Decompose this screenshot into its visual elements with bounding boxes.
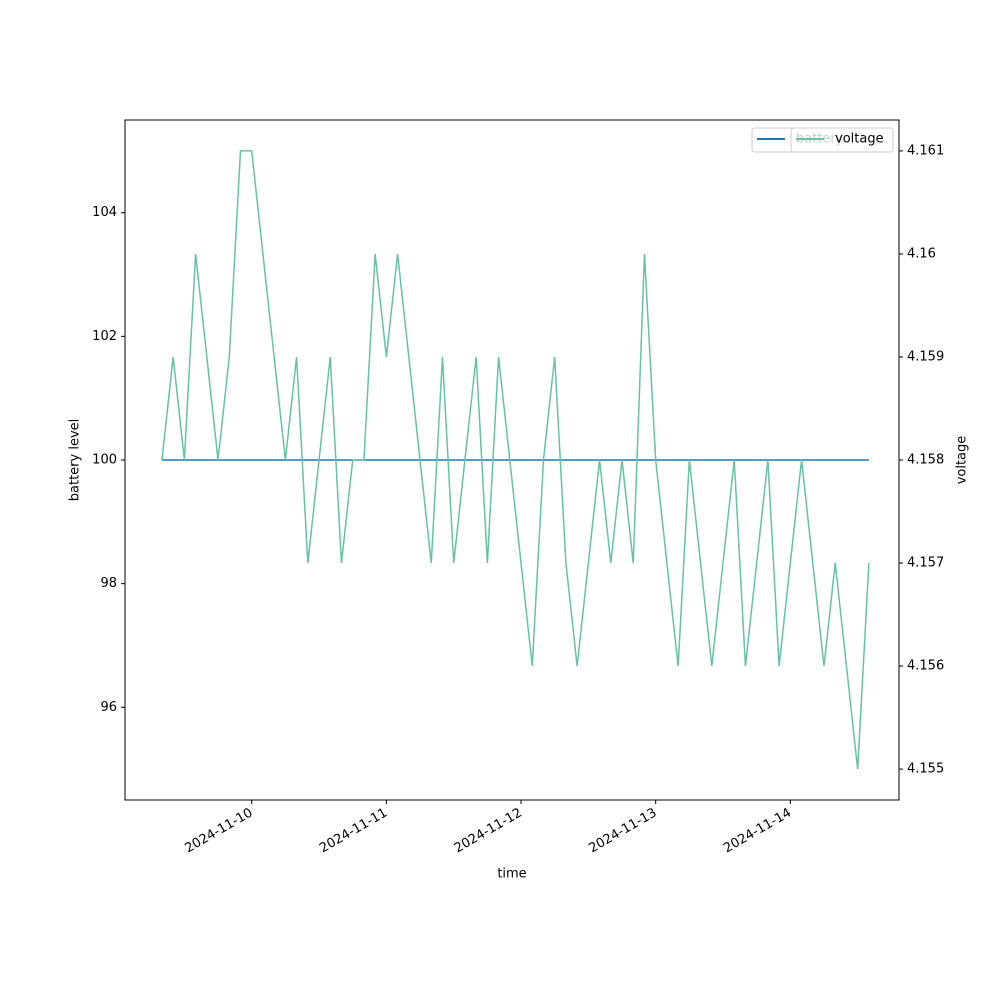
x-axis-label: time [497, 867, 526, 882]
y2-tick-label: 4.16 [907, 246, 936, 261]
legend-box [790, 127, 894, 153]
x-tick-label: 2024-11-11 [317, 806, 390, 857]
x-tick-label: 2024-11-12 [452, 806, 525, 857]
y-tick-label: 102 [92, 329, 117, 344]
plot-frame [124, 119, 900, 801]
y2-tick-label: 4.158 [907, 453, 944, 468]
x-tick-label: 2024-11-10 [183, 806, 256, 857]
x-tick-label: 2024-11-13 [586, 806, 659, 857]
y2-tick-label: 4.159 [907, 349, 944, 364]
y2-tick-label: 4.156 [907, 659, 944, 674]
y2-tick-label: 4.157 [907, 556, 944, 571]
y-tick-label: 104 [92, 205, 117, 220]
y-tick-label: 98 [100, 576, 117, 591]
x-tick-label: 2024-11-14 [721, 806, 794, 857]
y-tick-label: 100 [92, 453, 117, 468]
y2-tick-label: 4.155 [907, 762, 944, 777]
series-line [161, 150, 870, 770]
y2-axis-label: voltage [955, 436, 970, 485]
y-axis-label: battery level [68, 419, 83, 502]
y-tick-label: 96 [100, 700, 117, 715]
y2-tick-label: 4.161 [907, 143, 944, 158]
legend-label: voltage [835, 132, 884, 147]
